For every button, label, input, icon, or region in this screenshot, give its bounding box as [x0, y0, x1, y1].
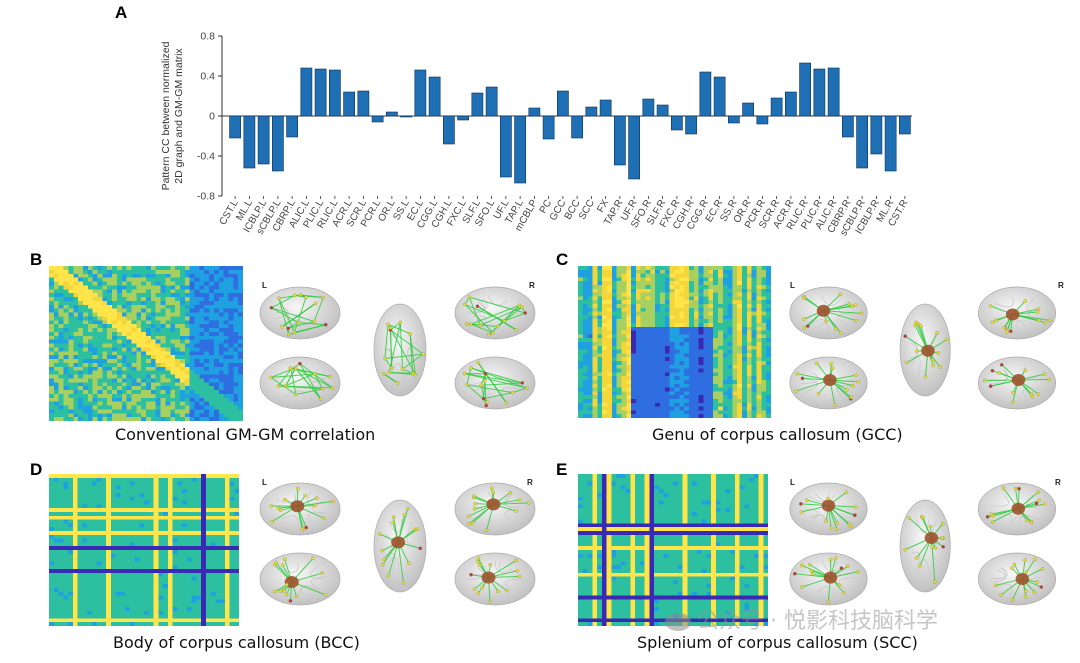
gm-gm-matrix-d: [49, 474, 239, 626]
right-hemisphere-label-b: R: [529, 281, 535, 290]
brain-network-e: [789, 482, 1057, 606]
panel-a-letter: A: [115, 3, 128, 22]
bar-CBRP.R: [842, 115, 854, 138]
bar-GCC: [557, 90, 569, 117]
bar-ML.R: [884, 115, 897, 172]
bar-PC: [542, 115, 555, 140]
bar-CST.L: [229, 115, 241, 139]
bar-SCR.L: [357, 90, 370, 117]
brain-network-b: [259, 286, 536, 410]
bar-CBRP.L: [286, 115, 298, 138]
bar-OR.L: [386, 111, 398, 117]
gm-gm-matrix-b: [49, 266, 243, 421]
bar-ALIC.R: [827, 67, 840, 117]
watermark: 公众号 · 悦影科技脑科学: [665, 603, 938, 635]
bar-FXC.L: [457, 115, 469, 121]
x-tick-label: SCC: [577, 198, 597, 222]
bar-SS.L: [400, 115, 412, 118]
bar-sCBLP.L: [272, 115, 284, 172]
y-tick-label: -0.8: [197, 191, 215, 203]
y-tick-label: 0.8: [200, 31, 215, 43]
bar-EC.R: [713, 76, 726, 117]
panel-d-letter: D: [30, 460, 43, 479]
bar-ALIC.L: [300, 67, 313, 117]
bar-CGG.L: [428, 76, 441, 117]
brain-right-lateral: [454, 286, 536, 340]
bar-SCR.R: [770, 97, 783, 117]
gm-gm-matrix-e: [578, 474, 768, 626]
right-hemisphere-label-e: R: [1055, 478, 1061, 487]
left-hemisphere-label-b: L: [262, 281, 267, 290]
left-hemisphere-label-d: L: [262, 478, 267, 487]
bar-FXC.R: [671, 115, 683, 131]
brain-network-c: [789, 286, 1057, 410]
caption-e: Splenium of corpus callosum (SCC): [637, 633, 918, 652]
bar-TAP.L: [514, 115, 526, 184]
caption-c: Genu of corpus callosum (GCC): [652, 425, 903, 444]
right-hemisphere-label-d: R: [527, 478, 533, 487]
bar-UF.R: [628, 115, 640, 180]
bar-ACR.R: [785, 91, 797, 117]
bar-chart-a: 0.8 0.4 0 -0.4 -0.8 Pattern CC between normal…: [160, 31, 912, 238]
bar-SFO.R: [642, 98, 655, 117]
brain-left-medial: [259, 356, 341, 410]
bar-BCC: [571, 115, 583, 139]
bar-CST.R: [899, 115, 911, 135]
watermark-text: 公众号 · 悦影科技脑科学: [697, 609, 938, 634]
brain-left-medial: [259, 552, 341, 606]
bar-PLIC.L: [314, 68, 327, 117]
bar-RLIC.L: [329, 69, 341, 117]
bar-SFO.L: [485, 86, 498, 117]
bar-UF.L: [500, 115, 512, 178]
panel-e-letter: E: [556, 460, 568, 479]
bar-ML.L: [243, 115, 256, 169]
y-tick-label: -0.4: [197, 151, 215, 163]
left-hemisphere-label-e: L: [790, 478, 795, 487]
caption-b: Conventional GM-GM correlation: [115, 425, 376, 444]
bar-sCBLP.R: [856, 115, 868, 169]
wechat-logo-icon: [665, 613, 691, 631]
bar-TAP.R: [614, 115, 626, 166]
bar-CGH.R: [685, 115, 697, 135]
bar-SS.R: [728, 115, 740, 124]
bar-ICBLP.R: [870, 115, 883, 155]
bar-FX: [599, 99, 612, 117]
bar-PCR.R: [756, 115, 769, 125]
bar-CGH.L: [443, 115, 455, 145]
bar-ACR.L: [343, 91, 355, 117]
bar-RLIC.R: [799, 62, 811, 117]
bar-SLF.R: [656, 104, 669, 117]
bar-PLIC.R: [813, 68, 826, 117]
brain-network-d: [259, 482, 536, 606]
brain-right-medial: [454, 356, 536, 410]
bar-SLF.L: [471, 92, 484, 117]
right-hemisphere-label-c: R: [1058, 281, 1064, 290]
panel-c-letter: C: [556, 250, 569, 269]
bar-EC.L: [414, 69, 427, 117]
bar-CGG.R: [699, 71, 712, 117]
bar-SCC: [585, 106, 598, 117]
gm-gm-matrix-c: [578, 266, 771, 418]
bar-PCR.L: [371, 115, 384, 123]
bar-mCBLP: [528, 107, 541, 117]
y-axis-label: Pattern CC between normalized2D graph an…: [160, 41, 185, 190]
bar-ICBLP.L: [257, 115, 270, 165]
bar-OR.R: [742, 102, 754, 117]
y-tick-label: 0: [209, 111, 215, 123]
y-tick-label: 0.4: [200, 71, 215, 83]
caption-d: Body of corpus callosum (BCC): [113, 633, 360, 652]
panel-b-letter: B: [30, 250, 43, 269]
left-hemisphere-label-c: L: [790, 281, 795, 290]
